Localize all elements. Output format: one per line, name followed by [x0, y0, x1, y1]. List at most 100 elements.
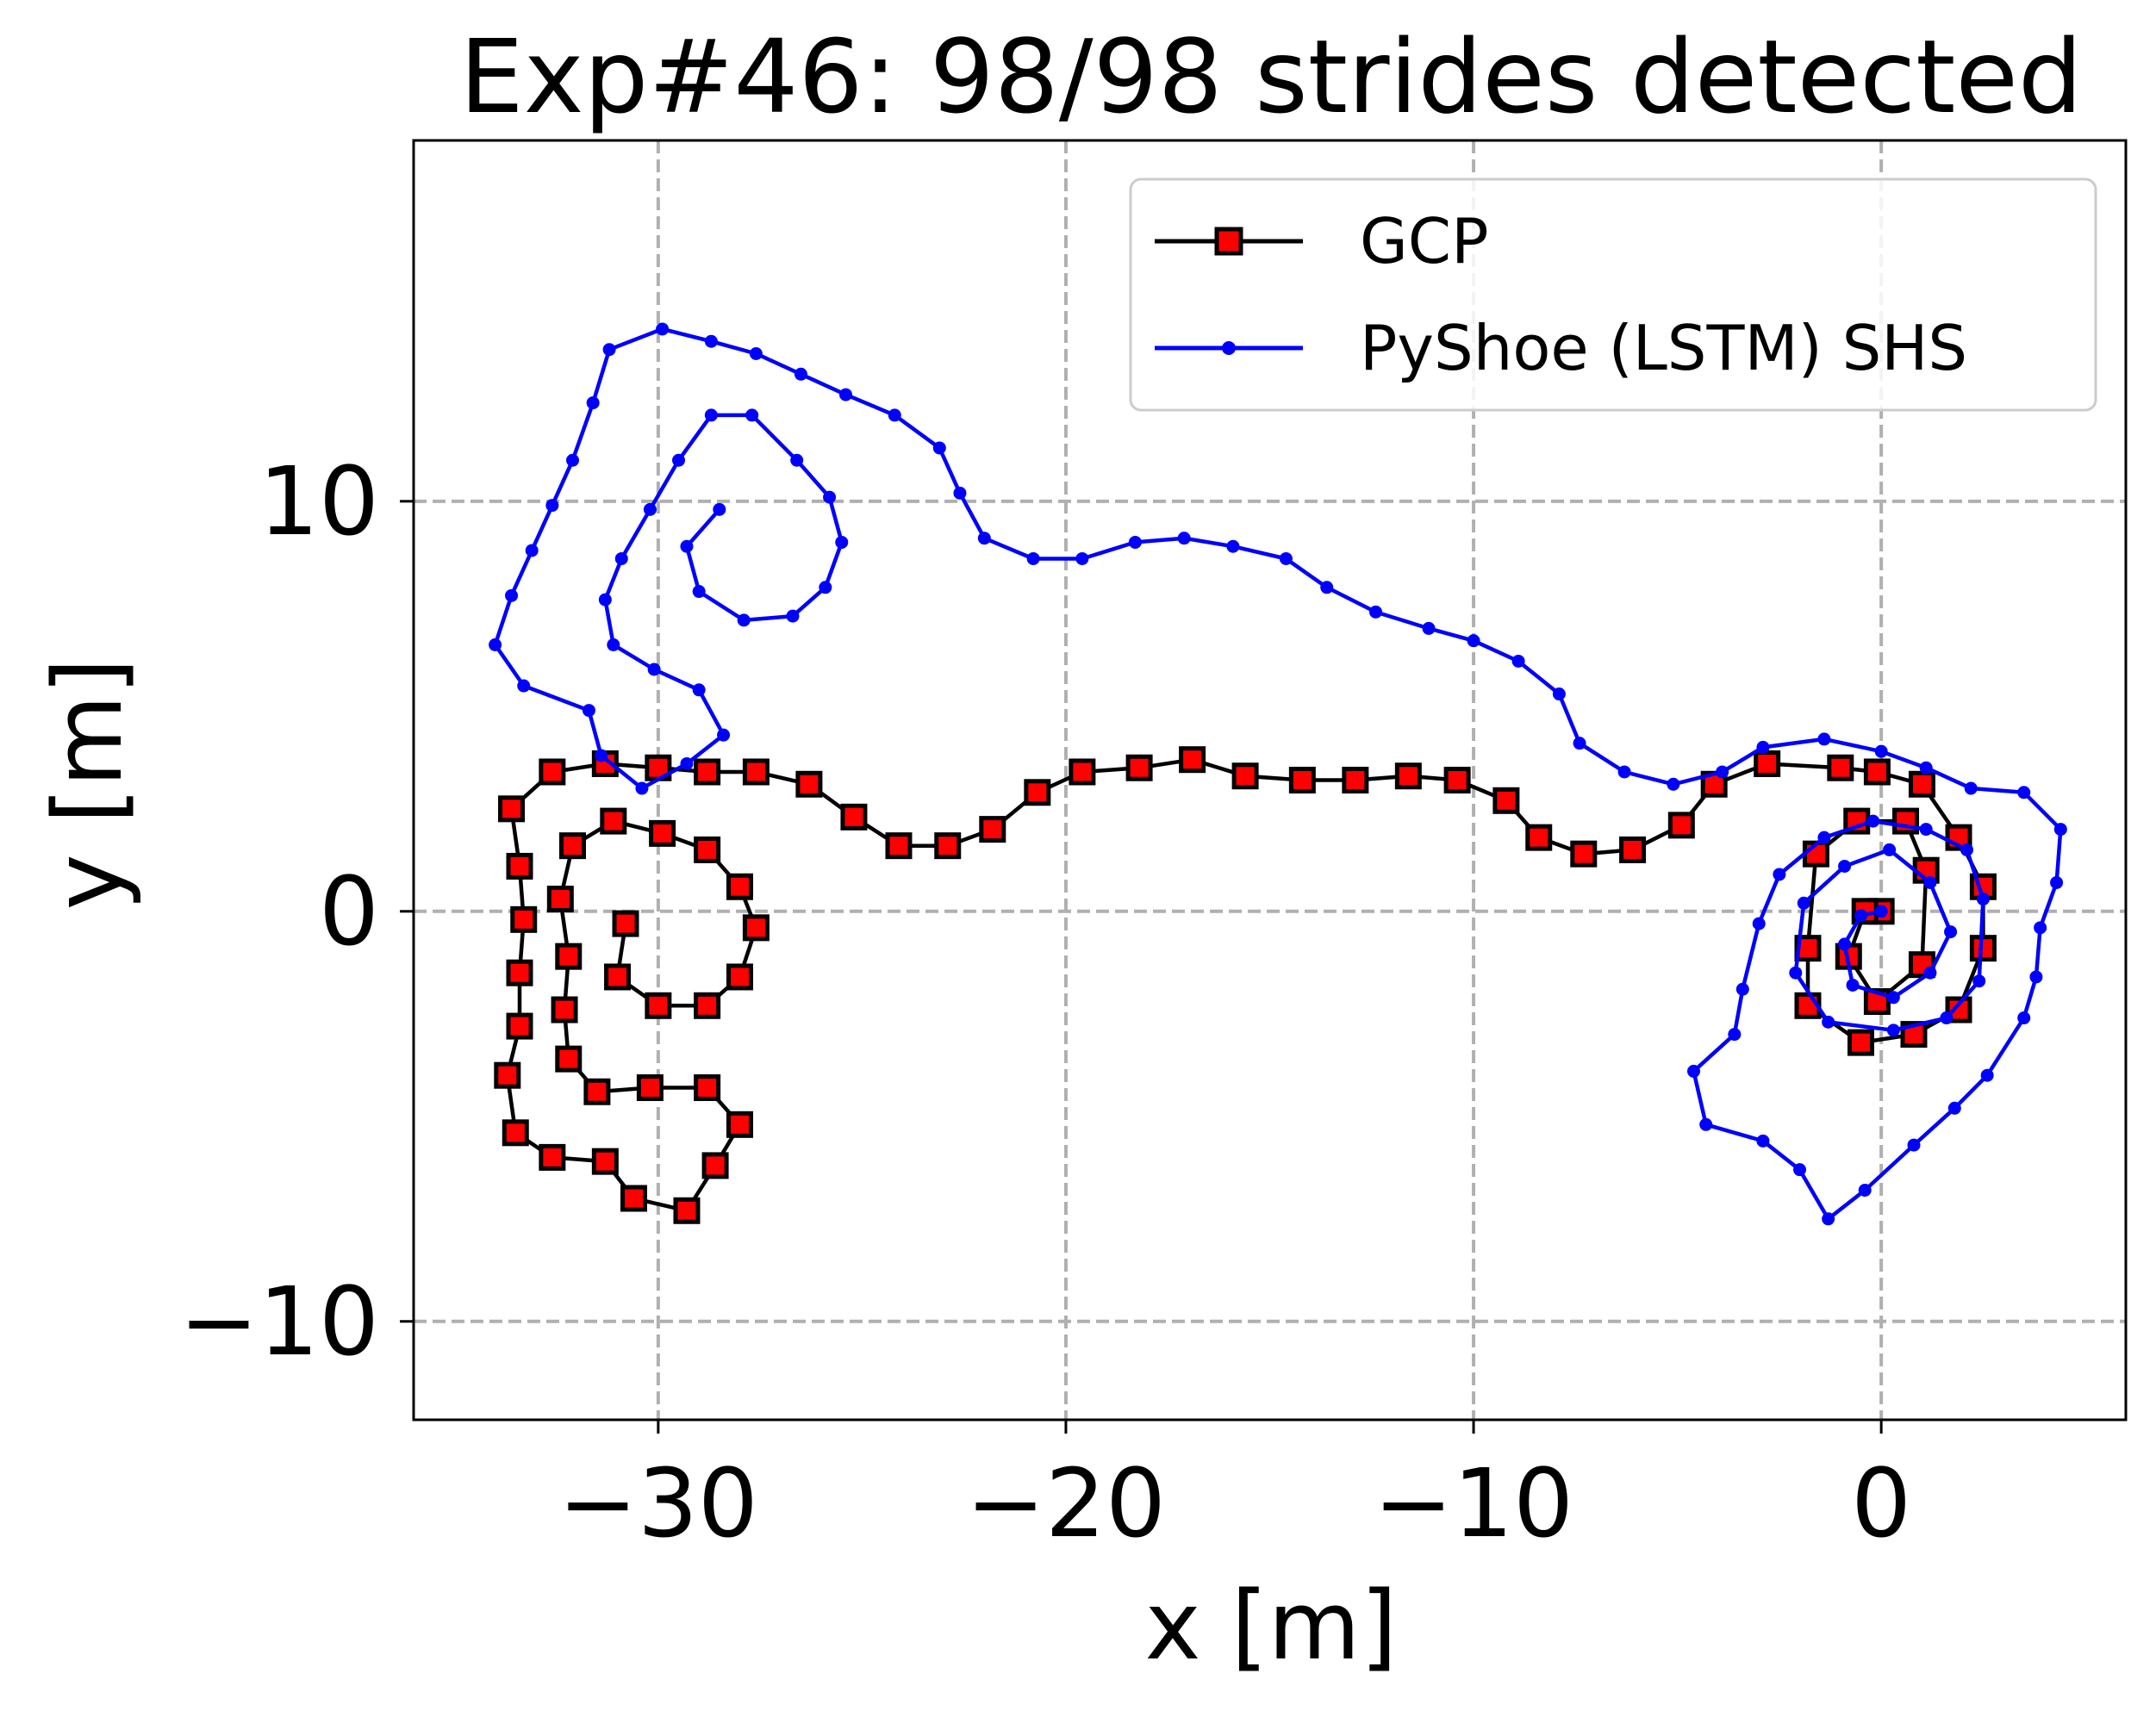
pyshoe-point [1793, 1163, 1807, 1177]
gcp-point [1570, 840, 1598, 868]
pyshoe-point [932, 441, 946, 455]
gcp-point [694, 1073, 721, 1101]
gcp-point [1619, 836, 1647, 863]
gcp-point [742, 914, 770, 942]
x-tick-label: −10 [1374, 1448, 1573, 1559]
x-axis-label: x [m] [1144, 1571, 1397, 1681]
pyshoe-point [1874, 744, 1888, 758]
pyshoe-point [1822, 1015, 1835, 1029]
pyshoe-point [819, 581, 832, 594]
pyshoe-point [1756, 1134, 1770, 1148]
pyshoe-point [790, 453, 804, 467]
pyshoe-point [2029, 970, 2043, 984]
x-tick-label: −20 [966, 1448, 1166, 1559]
gcp-point [1342, 767, 1369, 793]
pyshoe-point [1573, 737, 1586, 750]
gcp-point [591, 1148, 619, 1175]
pyshoe-point [1226, 539, 1240, 553]
pyshoe-point [1874, 905, 1888, 918]
pyshoe-point [1716, 765, 1729, 779]
pyshoe-point [1886, 1023, 1900, 1037]
gcp-point [840, 803, 868, 831]
gcp-point [673, 1197, 701, 1224]
pyshoe-point [525, 544, 539, 557]
gcp-point [1525, 824, 1553, 851]
pyshoe-point [517, 679, 531, 693]
x-tick-label: −30 [558, 1448, 758, 1559]
pyshoe-point [1177, 532, 1191, 545]
pyshoe-point [1822, 1212, 1835, 1226]
pyshoe-point [1886, 991, 1900, 1005]
gcp-point [498, 795, 526, 823]
pyshoe-point [1128, 535, 1142, 549]
x-tick-label: 0 [1851, 1448, 1911, 1559]
pyshoe-point [1838, 937, 1852, 951]
pyshoe-point [607, 638, 620, 651]
pyshoe-point [1980, 1068, 1994, 1082]
legend-entry-pyshoe: PyShoe (LSTM) SHS [1155, 312, 1967, 384]
gcp-point [1179, 746, 1206, 774]
pyshoe-point [1667, 777, 1680, 791]
gcp-point [539, 1143, 566, 1171]
pyshoe-point [614, 551, 628, 565]
legend: GCP PyShoe (LSTM) SHS [1129, 177, 2097, 412]
pyshoe-point [1846, 978, 1860, 992]
pyshoe-point [888, 408, 901, 422]
gcp-point [795, 770, 823, 798]
pyshoe-point [1960, 843, 1973, 856]
pyshoe-point [2017, 1011, 2031, 1025]
pyshoe-point [713, 502, 726, 516]
pyshoe-point [1976, 893, 1990, 906]
pyshoe-point [505, 588, 519, 602]
pyshoe-point [598, 593, 612, 607]
legend-entry-gcp: GCP [1155, 205, 1488, 277]
gcp-point [1667, 812, 1695, 839]
gcp-point [1892, 807, 1920, 835]
pyshoe-point [838, 388, 852, 401]
pyshoe-point [680, 756, 694, 770]
gcp-point [885, 832, 913, 860]
pyshoe-point [1947, 1101, 1961, 1115]
gcp-point [539, 758, 566, 786]
pyshoe-point [1617, 765, 1631, 779]
pyshoe-point [704, 334, 718, 348]
gcp-point [694, 758, 721, 786]
gcp-point [934, 832, 962, 860]
gcp-point [1492, 787, 1520, 814]
pyshoe-point [1964, 781, 1978, 795]
gcp-point [1231, 762, 1259, 790]
pyshoe-point [635, 781, 649, 795]
series-pyshoe [489, 322, 2067, 1226]
gcp-point [604, 963, 632, 991]
gcp-point [742, 758, 770, 786]
pyshoe-point [835, 535, 849, 549]
gcp-point [1863, 758, 1891, 786]
pyshoe-point [489, 638, 502, 651]
pyshoe-point [953, 486, 967, 500]
series-layer [489, 322, 2067, 1226]
pyshoe-point [595, 749, 608, 762]
gcp-point [1754, 750, 1781, 777]
pyshoe-point [1279, 551, 1293, 565]
pyshoe-point [647, 663, 661, 676]
pyshoe-point [823, 490, 837, 504]
pyshoe-point [1687, 1064, 1701, 1078]
pyshoe-point [1854, 909, 1867, 923]
gcp-point [1394, 762, 1422, 790]
y-tick-label: 0 [319, 856, 379, 967]
gcp-point [510, 905, 538, 933]
pyshoe-point [586, 396, 600, 410]
legend-pyshoe-marker [1222, 341, 1236, 355]
pyshoe-point [545, 499, 559, 513]
y-tick-label: 10 [259, 446, 379, 557]
gcp-point [506, 852, 533, 880]
gcp-point [726, 873, 753, 900]
gcp-point [701, 1152, 729, 1179]
plot-frame [412, 139, 2128, 1422]
gcp-point [1908, 770, 1935, 798]
gcp-point [583, 1078, 611, 1105]
legend-box [1129, 177, 2097, 412]
gcp-point [1969, 935, 1997, 962]
pyshoe-point [1919, 761, 1933, 775]
pyshoe-point [1789, 966, 1803, 980]
